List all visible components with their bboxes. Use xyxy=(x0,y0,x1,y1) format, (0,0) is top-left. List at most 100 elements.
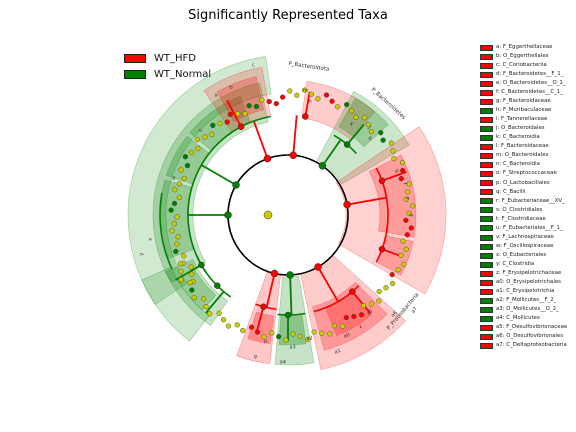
taxa-legend-label: n: C_Bacteroidia xyxy=(496,161,540,168)
leaf-node xyxy=(176,181,182,187)
tree-node xyxy=(237,123,245,130)
leaf-node xyxy=(399,159,406,166)
radial-branch xyxy=(200,164,237,186)
taxa-legend-label: g: F_Bacteroidaceae xyxy=(496,98,551,105)
leaf-node xyxy=(368,128,375,135)
root-ring xyxy=(227,154,349,276)
taxa-legend-swatch xyxy=(480,44,493,51)
clade-highlight-sectors xyxy=(127,56,447,370)
tree-branches xyxy=(159,91,407,341)
taxa-legend-item: e: O_Bacteroidetes__O_1_ xyxy=(480,79,576,88)
leaf-node xyxy=(227,111,233,117)
taxa-legend-label: a7: C_Deltaproteobacteria xyxy=(496,342,567,349)
taxa-legend-swatch xyxy=(480,243,493,250)
taxa-legend-item: x: O_Eubacteriales xyxy=(480,251,576,260)
sector-letter: p xyxy=(264,338,268,344)
leaf-node xyxy=(311,329,317,335)
leaf-node xyxy=(188,149,195,155)
leaf-node xyxy=(246,103,252,109)
leaf-node xyxy=(283,337,289,343)
leaf-node xyxy=(220,317,227,323)
radial-branch xyxy=(289,274,293,315)
taxa-legend-item: d: F_Bacteroidetes__F_1_ xyxy=(480,70,576,79)
taxa-legend-label: u: F_Eubacteriales__F_1_ xyxy=(496,224,563,231)
leaf-node xyxy=(200,296,207,302)
taxa-legend-swatch xyxy=(480,134,493,141)
taxa-legend-label: b: O_Eggerthellales xyxy=(496,52,549,59)
leaf-node xyxy=(368,301,375,307)
taxa-legend-swatch xyxy=(480,343,493,350)
taxa-legend-swatch xyxy=(480,116,493,123)
sector-letter: a5 xyxy=(366,308,375,317)
leaf-node xyxy=(344,102,350,108)
leaf-node xyxy=(362,114,368,121)
sector-letter: h xyxy=(366,136,373,142)
taxa-legend-swatch xyxy=(480,252,493,259)
taxa-legend-label: a0: O_Erysipelotrichales xyxy=(496,279,561,286)
radial-branch xyxy=(255,306,265,334)
tree-node xyxy=(378,177,386,185)
taxa-legend-item: a2: F_Mollicutes__F_2_ xyxy=(480,296,576,305)
radial-branch xyxy=(346,196,387,206)
leaf-node xyxy=(334,104,341,110)
leaf-node xyxy=(331,323,338,329)
tree-node xyxy=(270,269,279,278)
tree-node xyxy=(286,271,294,279)
leaf-node xyxy=(319,330,325,336)
leaf-node xyxy=(224,119,230,125)
leaf-node xyxy=(171,200,178,207)
radial-branch xyxy=(381,171,407,182)
taxa-legend-label: d: F_Bacteroidetes__F_1_ xyxy=(496,70,564,77)
taxa-legend-swatch xyxy=(480,171,493,178)
taxa-legend-item: l: F_Bacteroidaceae xyxy=(480,143,576,152)
radial-branch xyxy=(205,291,225,314)
leaf-node xyxy=(209,131,215,137)
radial-branch xyxy=(317,266,339,303)
taxa-legend-swatch xyxy=(480,98,493,105)
leaf-node xyxy=(174,241,180,247)
leaf-node xyxy=(400,238,406,244)
sector-letter: a6 xyxy=(390,310,399,319)
taxa-legend-label: a1: C_Erysipelotrichia xyxy=(496,288,555,295)
taxa-legend-item: a4: C_Mollicutes xyxy=(480,314,576,323)
taxa-legend-swatch xyxy=(480,162,493,169)
leaf-node xyxy=(242,111,248,117)
leaf-node xyxy=(273,101,279,107)
leaf-node xyxy=(351,313,357,320)
leaf-node xyxy=(195,145,201,152)
tree-node xyxy=(214,282,221,289)
taxa-legend-swatch xyxy=(480,153,493,160)
taxa-legend-item: h: F_Muribaculaceae xyxy=(480,106,576,115)
leaf-node xyxy=(343,315,349,321)
clade-sector xyxy=(127,56,272,305)
taxa-legend-swatch xyxy=(480,234,493,241)
leaf-node xyxy=(398,176,404,182)
legend-swatch-wt-normal xyxy=(124,69,146,79)
clade-name: P_Bacteroidota xyxy=(288,61,330,73)
leaf-node xyxy=(235,111,241,117)
taxa-legend-swatch xyxy=(480,62,493,69)
sector-letter: a4 xyxy=(280,359,286,365)
taxa-legend-label: k: C_Bacteroidia xyxy=(496,134,540,141)
taxa-legend-swatch xyxy=(480,107,493,114)
sector-letter: f xyxy=(401,182,407,185)
leaf-node xyxy=(389,280,396,287)
taxa-legend-label: a5: F_Desulfovibrionaceae xyxy=(496,324,568,331)
sector-letter: a0 xyxy=(343,332,351,340)
sector-letter: n xyxy=(308,98,312,104)
group-legend: WT_HFD WT_Normal xyxy=(124,50,211,82)
taxa-legend-item: m: O_Bacteroidales xyxy=(480,152,576,161)
taxa-legend-swatch xyxy=(480,71,493,78)
sector-letter: k xyxy=(348,121,354,128)
leaf-node xyxy=(177,261,184,267)
taxa-legend-swatch xyxy=(480,198,493,205)
tree-node xyxy=(232,181,240,189)
taxa-legend-item: a: F_Eggerthellaceae xyxy=(480,43,576,52)
leaf-node xyxy=(365,121,371,128)
leaf-node xyxy=(376,288,382,295)
root-node xyxy=(263,210,273,220)
arc-branch xyxy=(277,312,306,316)
clade-sector xyxy=(368,154,417,238)
leaf-node xyxy=(194,136,200,143)
leaf-node xyxy=(187,279,193,286)
